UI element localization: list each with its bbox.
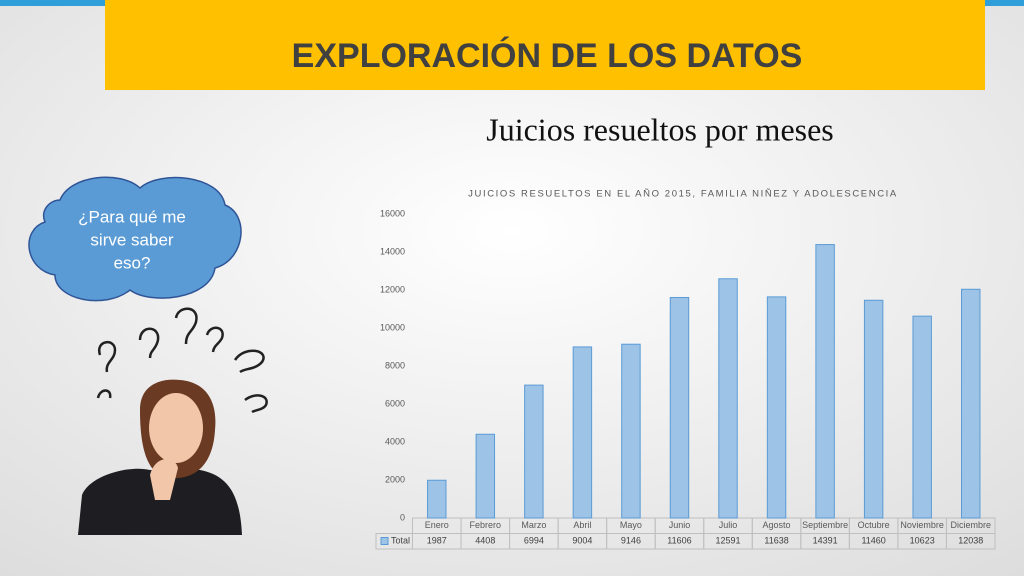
x-tick-label: Julio [719,520,738,530]
doodle [96,389,112,399]
y-tick-label: 4000 [385,436,405,446]
y-tick-label: 0 [400,512,405,522]
x-tick-label: Abril [573,520,591,530]
table-value: 14391 [813,536,838,546]
thinking-person [96,307,268,414]
table-value: 10623 [910,536,935,546]
bar [572,346,593,519]
table-value: 4408 [475,536,495,546]
cloud-shape [28,176,242,302]
hand [150,458,178,500]
bar [427,479,447,519]
cloud-text: eso? [114,253,151,272]
bar [524,384,544,519]
thought-cloud: ¿Para qué me sirve saber eso? [28,176,242,302]
y-tick-label: 2000 [385,474,405,484]
y-tick-label: 14000 [380,246,405,256]
doodle [138,327,160,359]
slide-subtitle: Juicios resueltos por meses [486,111,834,147]
table-value: 9004 [572,536,592,546]
y-tick-label: 8000 [385,360,405,370]
x-tick-label: Agosto [763,520,791,530]
table-cell [945,533,996,550]
doodle [244,394,268,414]
bar [912,315,932,519]
slide-title: EXPLORACIÓN DE LOS DATOS [292,37,803,75]
bar [815,244,835,519]
doodle [233,349,265,374]
table-value: 12038 [958,536,983,546]
x-tick-label: Septiembre [802,520,848,530]
y-tick-label: 6000 [385,398,405,408]
bar [718,278,738,519]
legend-key [380,537,389,545]
bar [669,296,690,519]
accent-strip [0,0,105,6]
doodle [97,341,117,373]
bar [621,343,641,519]
table-value: 6994 [524,536,544,546]
table-value: 12591 [716,536,741,546]
header-bar [105,0,985,90]
bar [863,299,884,519]
bar [766,296,787,519]
x-tick-label: Diciembre [950,520,991,530]
legend-label: Total [391,536,410,546]
table-value: 9146 [621,536,641,546]
person [78,379,242,535]
face [149,393,203,463]
x-tick-label: Febrero [470,520,502,530]
x-tick-label: Junio [669,520,691,530]
x-tick-label: Marzo [521,520,546,530]
cloud-text: sirve saber [90,230,173,249]
x-tick-label: Octubre [858,520,890,530]
bar [475,433,496,519]
x-tick-label: Mayo [620,520,642,530]
chart-title: JUICIOS RESUELTOS EN EL AÑO 2015, FAMILI… [468,189,898,200]
y-tick-label: 16000 [380,208,405,218]
table-value: 11638 [764,536,788,546]
y-tick-label: 10000 [380,322,405,332]
table-value: 1987 [427,536,447,546]
doodle [174,307,198,345]
table-value: 11460 [861,536,885,546]
table-value: 11606 [667,536,691,546]
x-tick-label: Noviembre [900,520,944,530]
accent-strip [985,0,1024,6]
x-tick-label: Enero [425,520,449,530]
y-tick-label: 12000 [380,284,405,294]
body [78,468,242,535]
cloud-text: ¿Para qué me [78,207,186,226]
chart: JUICIOS RESUELTOS EN EL AÑO 2015, FAMILI… [375,189,996,550]
bar [961,288,981,519]
doodle [205,326,224,353]
